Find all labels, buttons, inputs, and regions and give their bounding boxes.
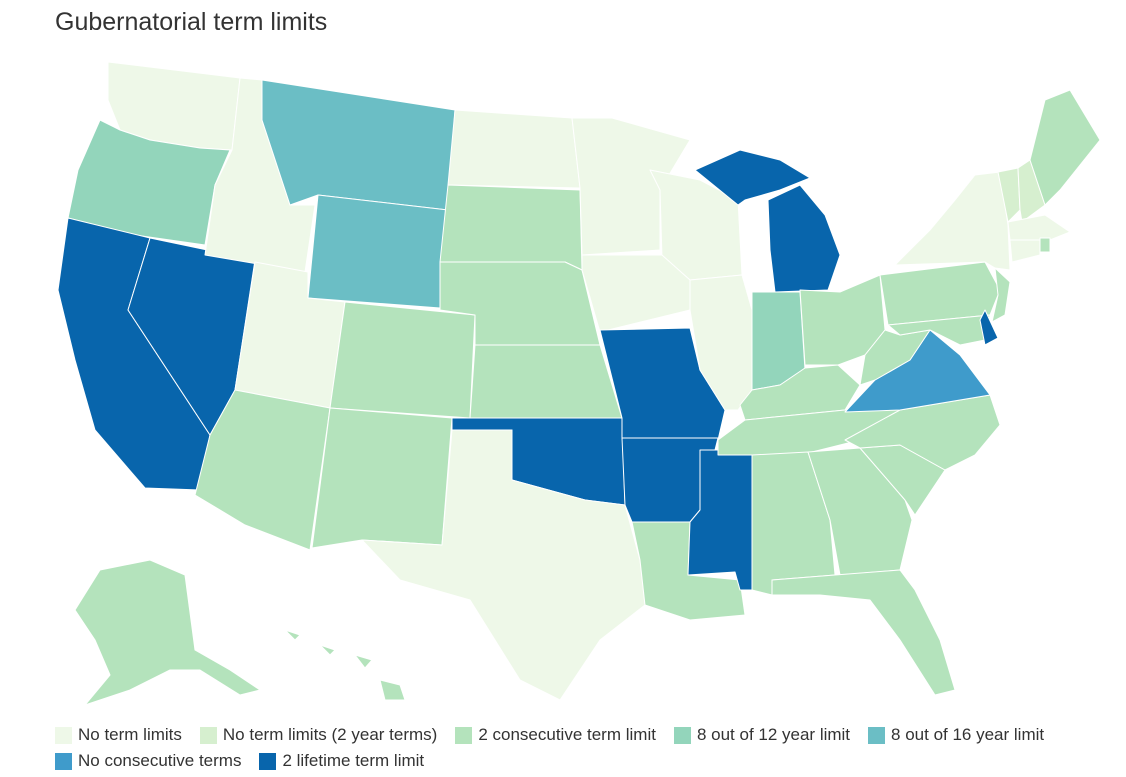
legend-swatch (199, 726, 217, 744)
legend-item-no-term-limits-2yr: No term limits (2 year terms) (199, 725, 438, 745)
us-map-svg (57, 61, 1101, 706)
state-ny[interactable] (894, 171, 1011, 271)
legend-label: 2 lifetime term limit (282, 751, 425, 770)
state-de[interactable] (979, 309, 999, 346)
state-ak[interactable] (74, 559, 261, 706)
state-md[interactable] (887, 314, 991, 346)
legend-label: No term limits (78, 725, 182, 744)
legend-row-2: No consecutive terms 2 lifetime term lim… (55, 748, 1115, 774)
legend-swatch (868, 726, 886, 744)
legend-item-2-lifetime: 2 lifetime term limit (259, 751, 424, 771)
state-tx[interactable] (361, 429, 646, 701)
legend-row-1: No term limits No term limits (2 year te… (55, 722, 1115, 748)
legend-swatch (55, 726, 72, 744)
legend: No term limits No term limits (2 year te… (55, 722, 1115, 774)
legend-item-2-consecutive: 2 consecutive term limit (455, 725, 656, 745)
legend-label: No consecutive terms (78, 751, 242, 770)
legend-item-8-of-16: 8 out of 16 year limit (868, 725, 1044, 745)
legend-label: No term limits (2 year terms) (222, 725, 438, 744)
state-mi-upper[interactable] (694, 149, 811, 206)
state-mi[interactable] (767, 184, 841, 293)
state-mt[interactable] (261, 79, 456, 211)
legend-swatch (259, 752, 277, 770)
state-wy[interactable] (307, 194, 449, 309)
state-hi[interactable] (284, 629, 406, 701)
state-ia[interactable] (581, 254, 691, 333)
legend-item-no-consecutive: No consecutive terms (55, 751, 241, 771)
state-nm[interactable] (311, 407, 453, 549)
state-ri[interactable] (1039, 237, 1051, 253)
legend-label: 8 out of 12 year limit (696, 725, 851, 744)
us-map (0, 40, 1126, 720)
state-il[interactable] (689, 274, 753, 411)
legend-label: 8 out of 16 year limit (891, 725, 1045, 744)
state-ct[interactable] (1009, 239, 1041, 263)
legend-swatch (455, 726, 473, 744)
state-ks[interactable] (469, 344, 623, 419)
state-pa[interactable] (879, 261, 1001, 326)
legend-item-no-term-limits: No term limits (55, 725, 182, 745)
state-fl[interactable] (771, 569, 956, 696)
state-mo[interactable] (599, 327, 726, 441)
chart-title: Gubernatorial term limits (55, 8, 328, 36)
legend-item-8-of-12: 8 out of 12 year limit (673, 725, 851, 745)
state-me[interactable] (1029, 89, 1101, 206)
legend-label: 2 consecutive term limit (478, 725, 656, 744)
state-nh[interactable] (1017, 159, 1046, 223)
legend-swatch (673, 726, 691, 744)
state-co[interactable] (329, 301, 476, 419)
state-nj[interactable] (991, 267, 1011, 323)
legend-swatch (55, 752, 72, 770)
state-sd[interactable] (439, 184, 583, 271)
state-mn[interactable] (571, 117, 691, 256)
state-ma[interactable] (1007, 214, 1071, 241)
state-nd[interactable] (447, 109, 581, 189)
